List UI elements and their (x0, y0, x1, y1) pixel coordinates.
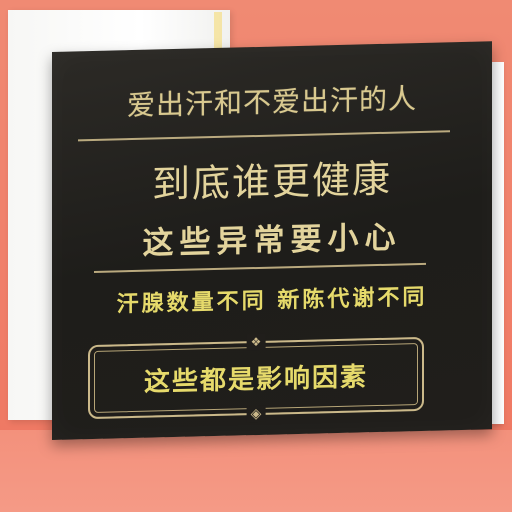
sign-line-3: 这些异常要小心 (142, 219, 402, 262)
sign-line-1: 爱出汗和不爱出汗的人 (126, 82, 417, 123)
tabletop-surface (0, 430, 512, 512)
sign-line-2: 到底谁更健康 (151, 156, 392, 207)
divider-rule-top (78, 130, 450, 142)
divider-rule-middle (94, 262, 426, 273)
framed-text: 这些都是影响因素 (143, 362, 368, 398)
diamond-ornament-icon: ◈ (246, 405, 266, 423)
frame-top-ornament-icon: ❖ (246, 333, 266, 351)
sign-line-4: 汗腺数量不同 新陈代谢不同 (116, 283, 428, 318)
black-sign-board: 爱出汗和不爱出汗的人 到底谁更健康 这些异常要小心 汗腺数量不同 新陈代谢不同 … (52, 41, 492, 440)
ornamental-frame: ❖ 这些都是影响因素 ◈ (88, 333, 424, 423)
